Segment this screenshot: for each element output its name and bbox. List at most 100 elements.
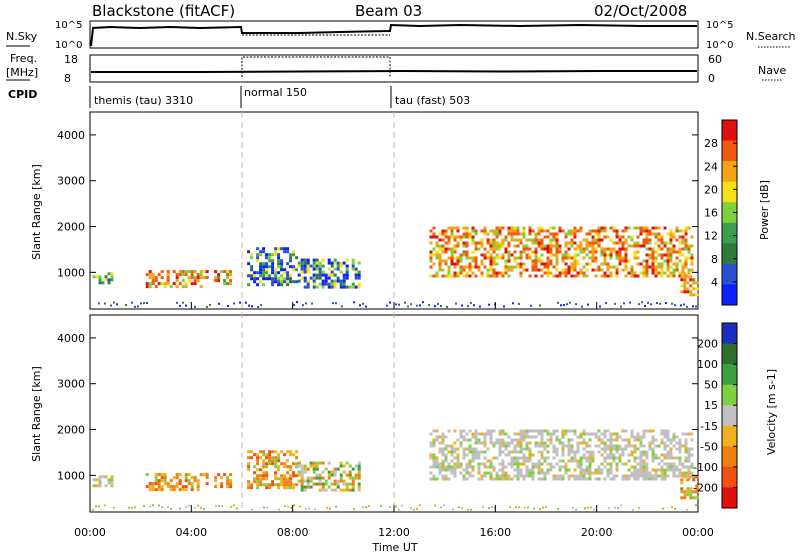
echo-cell bbox=[558, 477, 562, 481]
echo-cell bbox=[220, 482, 224, 486]
echo-cell bbox=[528, 256, 532, 260]
echo-cell bbox=[585, 441, 589, 445]
echo-cell bbox=[480, 441, 484, 445]
echo-cell bbox=[651, 441, 655, 445]
echo-cell bbox=[498, 474, 502, 478]
echo-cell bbox=[256, 459, 260, 463]
echo-cell bbox=[689, 490, 693, 494]
echo-cell bbox=[564, 462, 568, 466]
echo-cell bbox=[594, 274, 598, 278]
echo-cell bbox=[504, 259, 508, 263]
echo-cell bbox=[557, 301, 559, 304]
echo-cell bbox=[588, 471, 592, 475]
echo-cell bbox=[447, 274, 451, 278]
echo-cell bbox=[419, 504, 421, 507]
echo-cell bbox=[498, 244, 502, 248]
echo-cell bbox=[262, 462, 266, 466]
colorbar-segment bbox=[722, 181, 737, 203]
echo-cell bbox=[537, 232, 541, 236]
echo-cell bbox=[630, 265, 634, 269]
echo-cell bbox=[486, 232, 490, 236]
echo-cell bbox=[651, 262, 655, 266]
echo-cell bbox=[357, 485, 361, 489]
echo-cell bbox=[600, 453, 604, 457]
echo-cell bbox=[169, 485, 173, 489]
echo-cell bbox=[507, 259, 511, 263]
echo-cell bbox=[309, 461, 313, 465]
echo-cell bbox=[507, 450, 511, 454]
echo-cell bbox=[695, 293, 699, 297]
echo-cell bbox=[639, 232, 643, 236]
echo-cell bbox=[289, 477, 293, 481]
echo-cell bbox=[422, 301, 424, 304]
echo-cell bbox=[669, 253, 673, 257]
echo-cell bbox=[295, 462, 299, 466]
echo-cell bbox=[295, 465, 299, 469]
echo-cell bbox=[642, 450, 646, 454]
echo-cell bbox=[639, 226, 643, 230]
echo-cell bbox=[692, 496, 696, 500]
echo-cell bbox=[588, 262, 592, 266]
echo-cell bbox=[295, 474, 299, 478]
echo-cell bbox=[636, 435, 640, 439]
colorbar-tick-label: 24 bbox=[704, 160, 718, 173]
echo-cell bbox=[348, 476, 352, 480]
echo-cell bbox=[645, 274, 649, 278]
echo-cell bbox=[172, 476, 176, 480]
echo-cell bbox=[531, 453, 535, 457]
echo-cell bbox=[286, 274, 290, 278]
echo-cell bbox=[221, 505, 223, 507]
echo-cell bbox=[555, 232, 559, 236]
echo-cell bbox=[645, 465, 649, 469]
echo-cell bbox=[666, 438, 670, 442]
echo-cell bbox=[401, 504, 403, 507]
echo-cell bbox=[178, 270, 182, 274]
echo-cell bbox=[666, 435, 670, 439]
echo-cell bbox=[561, 453, 565, 457]
echo-cell bbox=[474, 259, 478, 263]
echo-cell bbox=[300, 473, 304, 477]
echo-cell bbox=[516, 462, 520, 466]
echo-cell bbox=[651, 450, 655, 454]
echo-cell bbox=[672, 244, 676, 248]
echo-cell bbox=[579, 474, 583, 478]
echo-cell bbox=[342, 488, 346, 492]
echo-cell bbox=[339, 285, 343, 289]
echo-cell bbox=[357, 467, 361, 471]
echo-cell bbox=[265, 477, 269, 481]
echo-cell bbox=[259, 253, 263, 257]
colorbar-segment bbox=[722, 446, 737, 468]
echo-cell bbox=[666, 247, 670, 251]
echo-cell bbox=[480, 450, 484, 454]
echo-cell bbox=[678, 271, 682, 275]
echo-cell bbox=[657, 271, 661, 275]
echo-cell bbox=[199, 273, 203, 277]
echo-cell bbox=[271, 456, 275, 460]
echo-cell bbox=[588, 244, 592, 248]
echo-cell bbox=[286, 250, 290, 254]
colorbar-segment bbox=[722, 222, 737, 244]
echo-cell bbox=[194, 305, 196, 308]
echo-cell bbox=[163, 479, 167, 483]
echo-cell bbox=[295, 456, 299, 460]
echo-cell bbox=[286, 471, 290, 475]
echo-cell bbox=[540, 247, 544, 251]
echo-cell bbox=[519, 274, 523, 278]
echo-cell bbox=[630, 435, 634, 439]
echo-cell bbox=[477, 453, 481, 457]
echo-cell bbox=[522, 232, 526, 236]
echo-cell bbox=[687, 268, 691, 272]
echo-cell bbox=[537, 244, 541, 248]
echo-cell bbox=[546, 274, 550, 278]
echo-cell bbox=[450, 447, 454, 451]
echo-cell bbox=[471, 241, 475, 245]
echo-cell bbox=[687, 226, 691, 230]
echo-cell bbox=[657, 232, 661, 236]
echo-cell bbox=[483, 253, 487, 257]
echo-cell bbox=[277, 271, 281, 275]
echo-cell bbox=[591, 250, 595, 254]
echo-cell bbox=[695, 484, 699, 488]
echo-cell bbox=[462, 250, 466, 254]
echo-cell bbox=[336, 479, 340, 483]
